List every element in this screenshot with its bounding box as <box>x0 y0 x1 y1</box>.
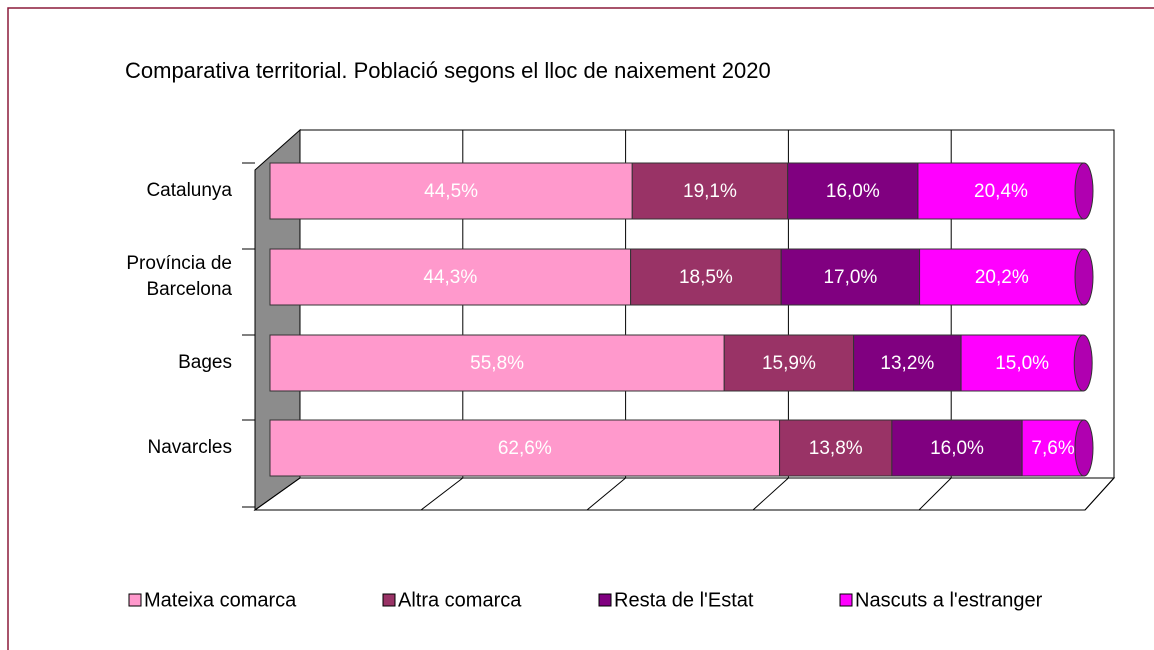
bar-segment <box>787 162 919 220</box>
data-label: 16,0% <box>826 181 880 202</box>
legend-label: Resta de l'Estat <box>614 589 754 611</box>
floor-grid-line <box>254 477 301 511</box>
chart-border <box>7 7 1154 650</box>
bar-segment <box>779 419 893 477</box>
floor-grid-line <box>918 477 952 511</box>
y-tick-label: Navarcles <box>148 437 232 458</box>
bar-cap <box>1073 334 1093 392</box>
legend-swatch <box>382 593 396 607</box>
y-tick-label: Bages <box>178 352 232 373</box>
data-label: 44,3% <box>423 267 477 288</box>
bar-cap <box>1074 248 1094 306</box>
bar-segment <box>269 248 632 306</box>
bar-segment <box>853 334 962 392</box>
floor-grid-line <box>752 477 789 511</box>
y-tick-label: Catalunya <box>146 180 232 201</box>
bar-cap <box>1074 419 1094 477</box>
floor-grid-line <box>420 477 464 511</box>
data-label: 17,0% <box>823 267 877 288</box>
bar-segment <box>780 248 921 306</box>
data-label: 13,2% <box>880 353 934 374</box>
data-label: 18,5% <box>679 267 733 288</box>
chart-title: Comparativa territorial. Població segons… <box>125 58 771 83</box>
bar-cap <box>1074 162 1094 220</box>
bar-segment <box>960 334 1084 392</box>
bar-segment <box>269 162 633 220</box>
legend-swatch <box>598 593 612 607</box>
bar-segment <box>891 419 1023 477</box>
floor <box>253 477 1116 511</box>
bar-segment <box>723 334 855 392</box>
data-label: 13,8% <box>809 438 863 459</box>
legend-label: Altra comarca <box>398 589 522 611</box>
bar-segment <box>269 334 725 392</box>
data-label: 16,0% <box>930 438 984 459</box>
legend-swatch <box>839 593 853 607</box>
data-label: 19,1% <box>683 181 737 202</box>
data-label: 7,6% <box>1031 438 1074 459</box>
data-label: 15,0% <box>995 353 1049 374</box>
floor-grid-line <box>1084 477 1115 511</box>
bar-segment <box>631 162 789 220</box>
data-label: 20,4% <box>974 181 1028 202</box>
bar-segment <box>1021 419 1085 477</box>
bar-segment <box>630 248 782 306</box>
data-label: 62,6% <box>498 438 552 459</box>
legend-label: Nascuts a l'estranger <box>855 589 1043 611</box>
bar-segment <box>917 162 1085 220</box>
bar-segment <box>919 248 1085 306</box>
bar-segment <box>269 419 781 477</box>
legend-swatch <box>128 593 142 607</box>
legend-label: Mateixa comarca <box>144 589 297 611</box>
data-label: 55,8% <box>470 353 524 374</box>
data-label: 44,5% <box>424 181 478 202</box>
data-label: 20,2% <box>975 267 1029 288</box>
y-tick-label: Província de Barcelona <box>126 253 232 300</box>
data-label: 15,9% <box>762 353 816 374</box>
floor-grid-line <box>586 477 626 511</box>
